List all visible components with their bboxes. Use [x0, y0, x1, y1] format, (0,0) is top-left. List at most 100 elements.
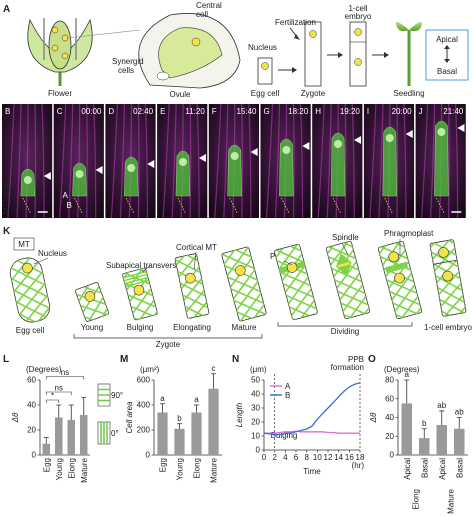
arrowhead [405, 130, 413, 138]
error-bar [56, 404, 62, 418]
nucleus [442, 270, 453, 282]
group-label: Mature [447, 488, 456, 513]
cell [382, 126, 398, 197]
significance-bracket [45, 391, 72, 395]
label: MT [18, 240, 30, 249]
significance-bracket [45, 399, 60, 403]
x-tick-label: 4 [283, 453, 288, 462]
cell [330, 132, 346, 197]
bar [42, 443, 50, 455]
timestamp: 11:20 [185, 107, 205, 116]
legend-label: 0° [111, 429, 119, 438]
significance-letter: ab [437, 401, 446, 410]
timestamp: 00:00 [81, 107, 102, 116]
panel-letter: I [367, 107, 369, 116]
panel-letter: H [315, 107, 321, 116]
error-bar [456, 417, 462, 429]
y-tick-label: 0 [390, 451, 395, 460]
y-label: Cell area [125, 401, 134, 434]
decoration [304, 21, 322, 87]
microtubule [123, 311, 179, 361]
microtubule [179, 290, 210, 319]
bar [436, 425, 447, 455]
x-tick-label: Mature [210, 457, 219, 482]
cell [175, 150, 191, 197]
arrowhead [302, 142, 310, 150]
x-tick-label: 12 [324, 453, 333, 462]
microtubule [132, 310, 158, 321]
label: Phragmoplast [384, 229, 434, 238]
significance-letter: ab [455, 408, 464, 417]
significance-bracket [45, 376, 85, 380]
label: Nucleus [38, 249, 67, 258]
filament [265, 103, 274, 219]
label: Fertilization [275, 18, 316, 27]
decoration [73, 334, 263, 339]
filament [7, 103, 15, 219]
microtubule [230, 325, 296, 383]
filament [162, 103, 170, 219]
decoration [158, 27, 223, 79]
microtubule [290, 309, 318, 321]
decoration [13, 237, 35, 251]
y-tick-label: 50 [251, 376, 260, 385]
cell-label: B [67, 201, 72, 210]
filament [93, 103, 97, 219]
x-tick-label: Apical [403, 458, 412, 480]
x-tick-label: Mature [80, 457, 89, 482]
nucleus [84, 291, 96, 302]
cell [434, 120, 449, 197]
microtubule [180, 326, 230, 370]
nucleus [22, 262, 33, 274]
y-tick-label: 0 [256, 446, 261, 455]
panel-letter: K [3, 226, 11, 237]
x-tick-label: 18 [356, 453, 365, 462]
x-tick-label: Basal [420, 458, 429, 478]
filament [299, 103, 304, 219]
microtubule [184, 314, 210, 319]
arrowhead [457, 124, 465, 132]
ring [123, 270, 147, 279]
decoration [257, 57, 273, 85]
significance-letter: b [422, 419, 427, 428]
significance-letter: a [194, 395, 199, 404]
division-wall [433, 259, 458, 265]
bar [174, 428, 185, 455]
timestamp: 20:00 [392, 107, 413, 116]
filament [223, 103, 229, 219]
decoration [349, 21, 367, 87]
error-bar [160, 403, 165, 413]
filament [351, 103, 355, 219]
chromosomes [337, 262, 351, 268]
label: Spindle [332, 233, 359, 242]
phragmoplast [385, 261, 409, 274]
cell [72, 162, 87, 197]
stage-label: Dividing [331, 327, 359, 336]
decoration [261, 62, 269, 70]
legend-label: A [285, 382, 291, 391]
cell [279, 138, 294, 197]
error-bar [421, 428, 427, 439]
group-label: Elong [412, 489, 421, 509]
x-tick-label: 10 [313, 453, 322, 462]
filament [396, 103, 398, 219]
decoration [354, 58, 362, 66]
arrowhead [250, 148, 258, 156]
filament [196, 103, 200, 219]
microtubule [437, 343, 474, 389]
filament [144, 103, 148, 219]
decoration [444, 45, 450, 63]
microtubule [390, 329, 451, 383]
line-series [264, 430, 360, 434]
x-tick-label: 2 [272, 453, 277, 462]
nucleus [230, 152, 239, 160]
y-tick-label: 200 [137, 426, 151, 435]
bar [55, 417, 63, 455]
panel-letter: E [160, 107, 165, 116]
microtubule [183, 338, 233, 382]
y-tick-label: 20 [385, 432, 394, 441]
decoration [277, 322, 413, 327]
channel-label: MT/ [2, 199, 11, 214]
nucleus [388, 251, 400, 263]
